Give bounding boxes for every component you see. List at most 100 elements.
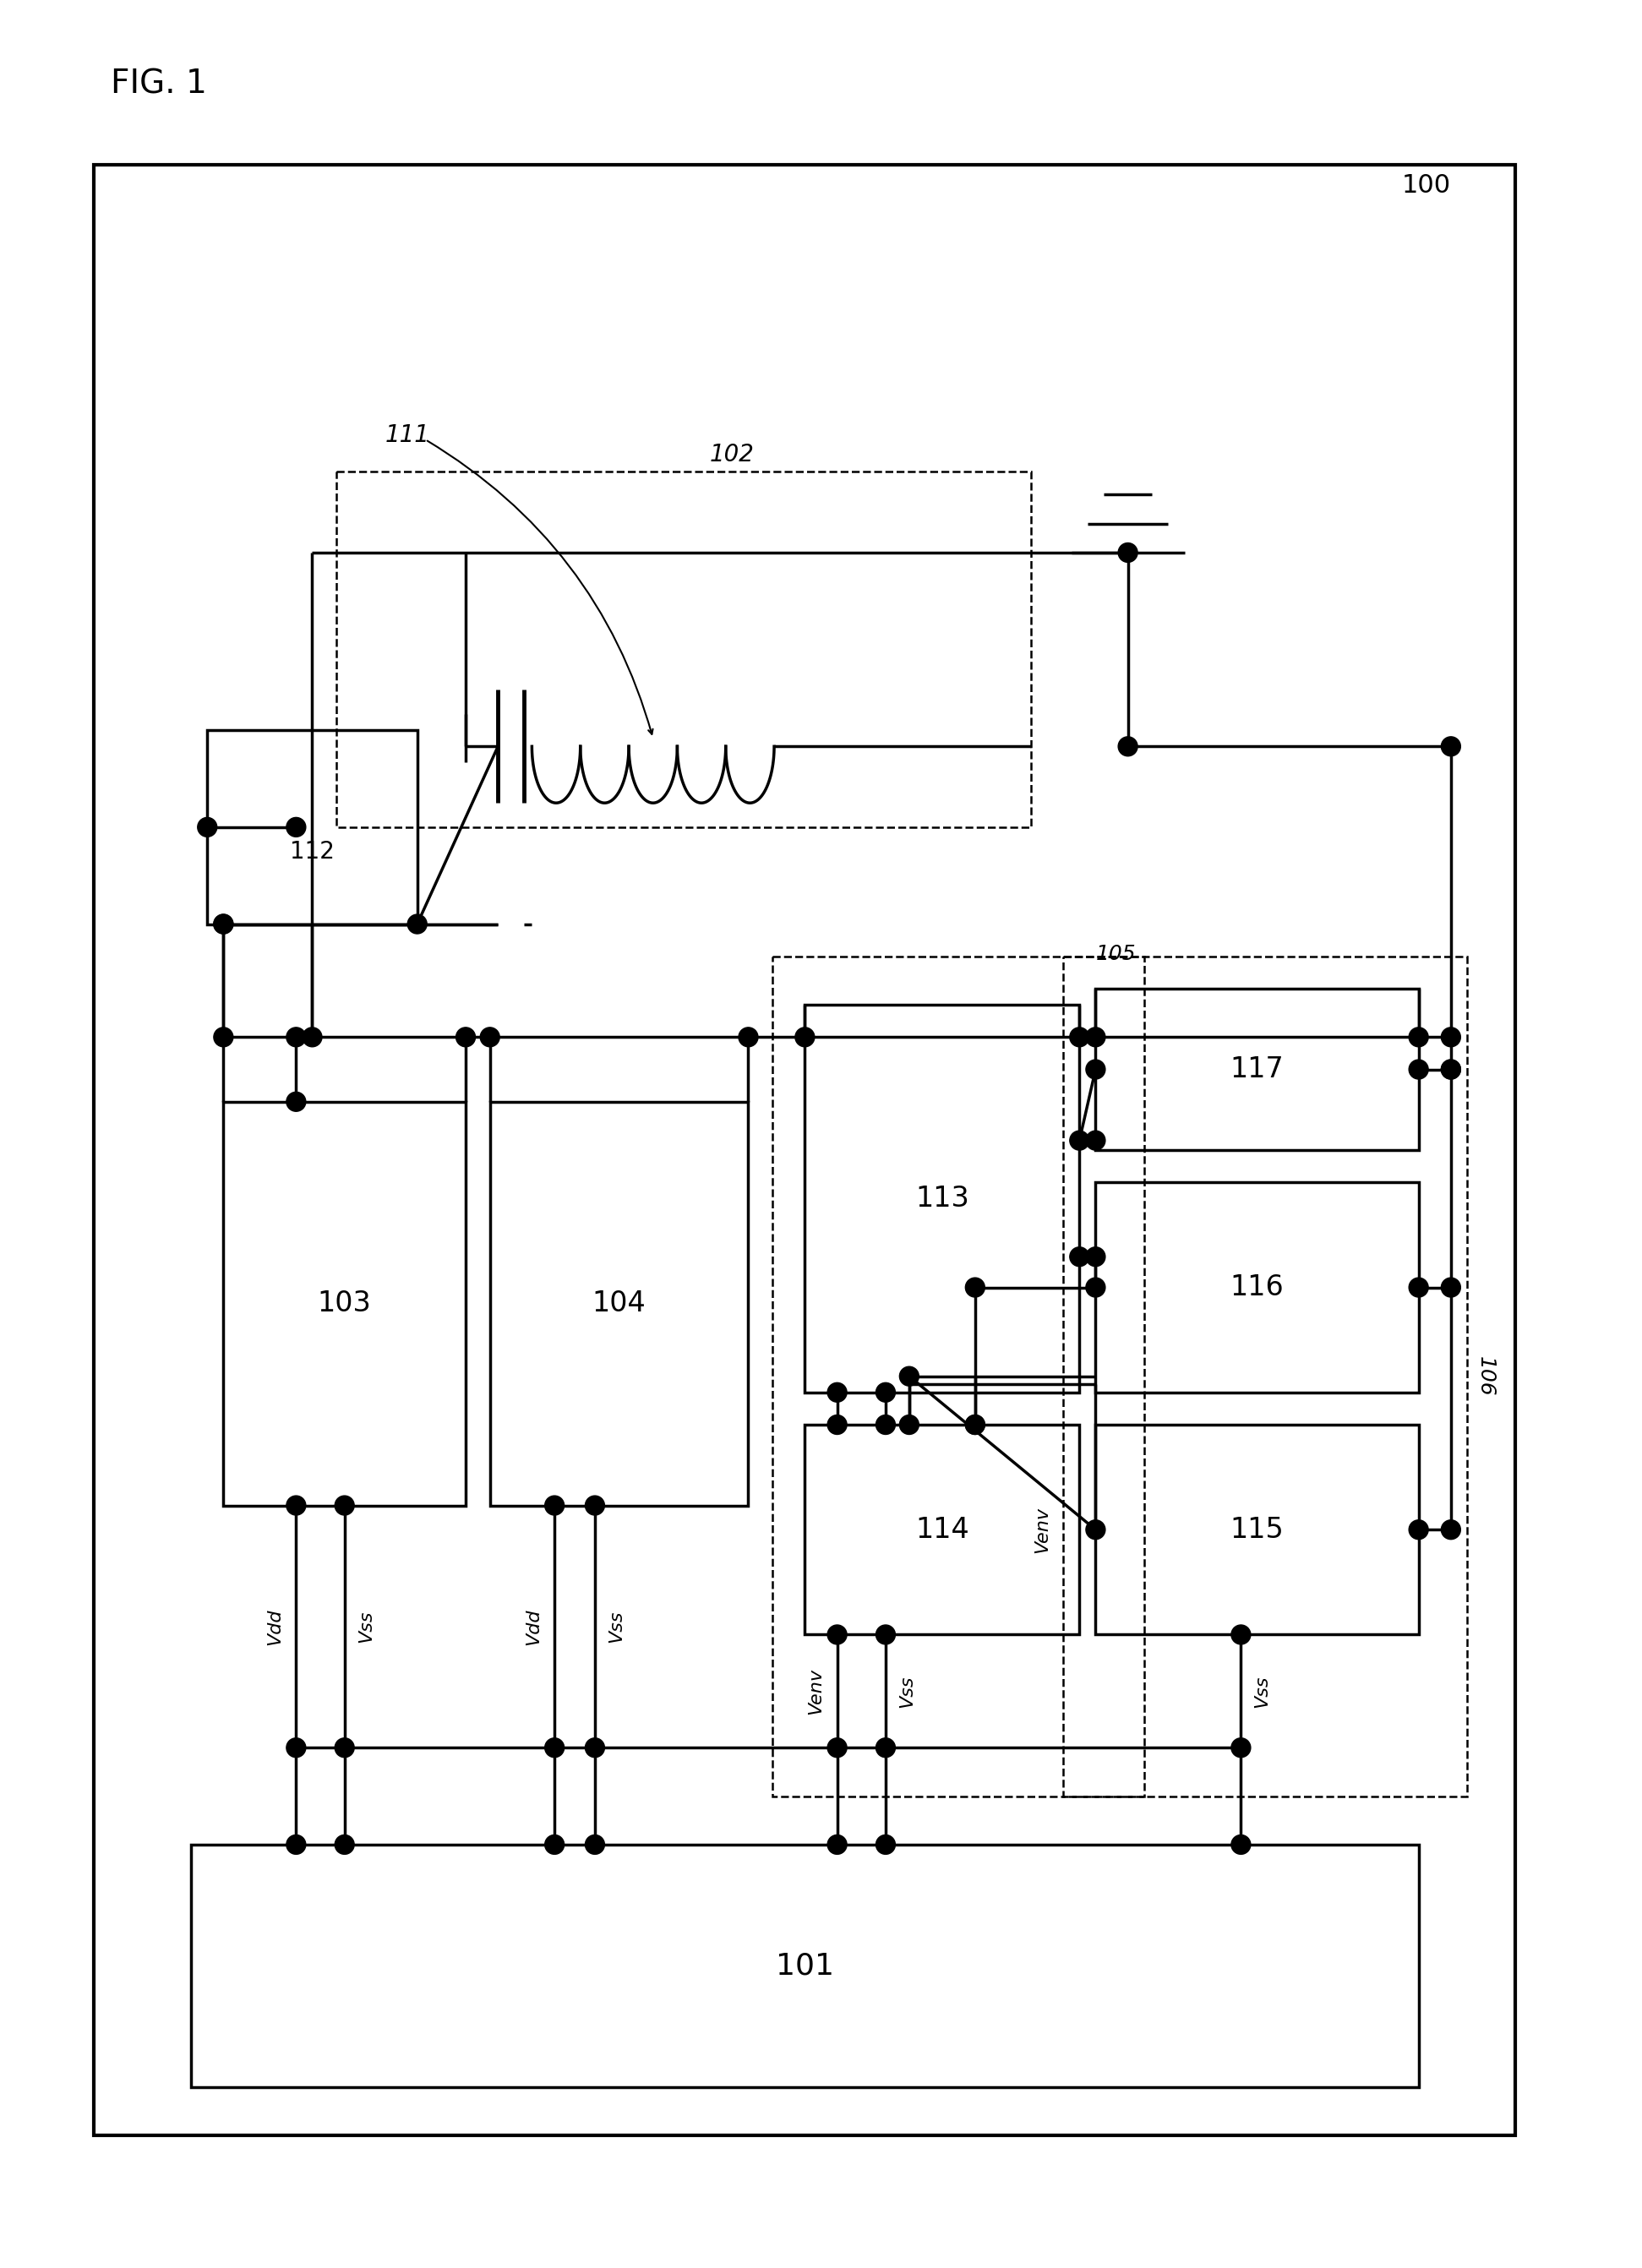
Circle shape (875, 1624, 895, 1644)
Circle shape (456, 1027, 476, 1048)
Text: 103: 103 (317, 1290, 371, 1318)
Circle shape (900, 1415, 920, 1433)
Bar (207, 730, 417, 923)
Circle shape (1232, 1835, 1251, 1855)
Text: 116: 116 (1230, 1272, 1284, 1302)
Circle shape (1442, 1277, 1461, 1297)
Bar (223, 1102, 466, 1506)
Text: 114: 114 (915, 1515, 969, 1545)
Text: Venv: Venv (808, 1667, 824, 1715)
Circle shape (1069, 1027, 1089, 1048)
Circle shape (1085, 1277, 1105, 1297)
Circle shape (828, 1624, 847, 1644)
Text: Vss: Vss (1254, 1674, 1271, 1708)
Text: 100: 100 (1402, 172, 1452, 197)
Text: 115: 115 (1230, 1515, 1284, 1545)
Circle shape (1442, 1059, 1461, 1080)
Text: 113: 113 (915, 1184, 969, 1213)
Circle shape (335, 1737, 355, 1758)
Circle shape (479, 1027, 499, 1048)
Circle shape (1069, 1247, 1089, 1266)
Circle shape (1118, 737, 1138, 755)
Circle shape (286, 1497, 305, 1515)
Bar (1064, 957, 1466, 1796)
Circle shape (1442, 1027, 1461, 1048)
Circle shape (335, 1835, 355, 1855)
Circle shape (286, 1091, 305, 1111)
Bar (1095, 1182, 1419, 1393)
Bar (489, 1102, 749, 1506)
Circle shape (585, 1497, 604, 1515)
Circle shape (545, 1737, 565, 1758)
Circle shape (1442, 1059, 1461, 1080)
Circle shape (965, 1415, 985, 1433)
Circle shape (335, 1497, 355, 1515)
Bar (805, 1005, 1079, 1393)
Circle shape (286, 816, 305, 837)
Circle shape (1085, 1027, 1105, 1048)
Text: Vdd: Vdd (525, 1608, 542, 1644)
Text: 106: 106 (1475, 1356, 1496, 1397)
Circle shape (1085, 1132, 1105, 1150)
Text: Venv: Venv (1033, 1506, 1051, 1554)
Circle shape (1442, 737, 1461, 755)
Bar (94, 166, 1516, 2134)
Circle shape (1232, 1624, 1251, 1644)
Circle shape (1085, 1059, 1105, 1080)
Bar (337, 472, 1031, 828)
Circle shape (1085, 1247, 1105, 1266)
Circle shape (1409, 1277, 1429, 1297)
Circle shape (213, 914, 233, 934)
Circle shape (407, 914, 427, 934)
Circle shape (286, 1027, 305, 1048)
Circle shape (965, 1415, 985, 1433)
Text: Vss: Vss (898, 1674, 916, 1708)
Circle shape (828, 1383, 847, 1402)
Circle shape (585, 1737, 604, 1758)
Text: 104: 104 (593, 1290, 645, 1318)
Circle shape (286, 1835, 305, 1855)
Circle shape (828, 1835, 847, 1855)
Circle shape (1409, 1059, 1429, 1080)
Circle shape (1118, 542, 1138, 562)
Circle shape (1409, 1027, 1429, 1048)
Text: 117: 117 (1230, 1055, 1284, 1084)
Circle shape (1069, 1132, 1089, 1150)
Circle shape (197, 816, 217, 837)
Circle shape (1085, 1520, 1105, 1540)
Circle shape (545, 1835, 565, 1855)
Circle shape (1409, 1520, 1429, 1540)
Circle shape (965, 1277, 985, 1297)
Circle shape (585, 1835, 604, 1855)
Circle shape (1232, 1737, 1251, 1758)
Text: 102: 102 (709, 442, 755, 467)
Circle shape (545, 1497, 565, 1515)
Bar (772, 957, 1144, 1796)
Circle shape (875, 1737, 895, 1758)
Circle shape (828, 1415, 847, 1433)
Circle shape (875, 1835, 895, 1855)
Circle shape (739, 1027, 759, 1048)
Bar (805, 1424, 1079, 1635)
Circle shape (828, 1737, 847, 1758)
Text: Vss: Vss (608, 1610, 624, 1642)
Circle shape (286, 1737, 305, 1758)
Circle shape (875, 1415, 895, 1433)
Circle shape (875, 1383, 895, 1402)
Text: 105: 105 (1095, 943, 1136, 964)
Circle shape (1442, 1520, 1461, 1540)
Text: Vdd: Vdd (266, 1608, 282, 1644)
Text: 112: 112 (291, 839, 335, 864)
Bar (1095, 1424, 1419, 1635)
Bar (1095, 989, 1419, 1150)
Circle shape (213, 914, 233, 934)
Circle shape (213, 1027, 233, 1048)
Bar (190, 1844, 1419, 2087)
Circle shape (795, 1027, 814, 1048)
Text: FIG. 1: FIG. 1 (110, 68, 207, 100)
Text: 111: 111 (384, 424, 430, 447)
Circle shape (302, 1027, 322, 1048)
Circle shape (900, 1368, 920, 1386)
Text: 101: 101 (775, 1950, 834, 1980)
Text: Vss: Vss (358, 1610, 374, 1642)
